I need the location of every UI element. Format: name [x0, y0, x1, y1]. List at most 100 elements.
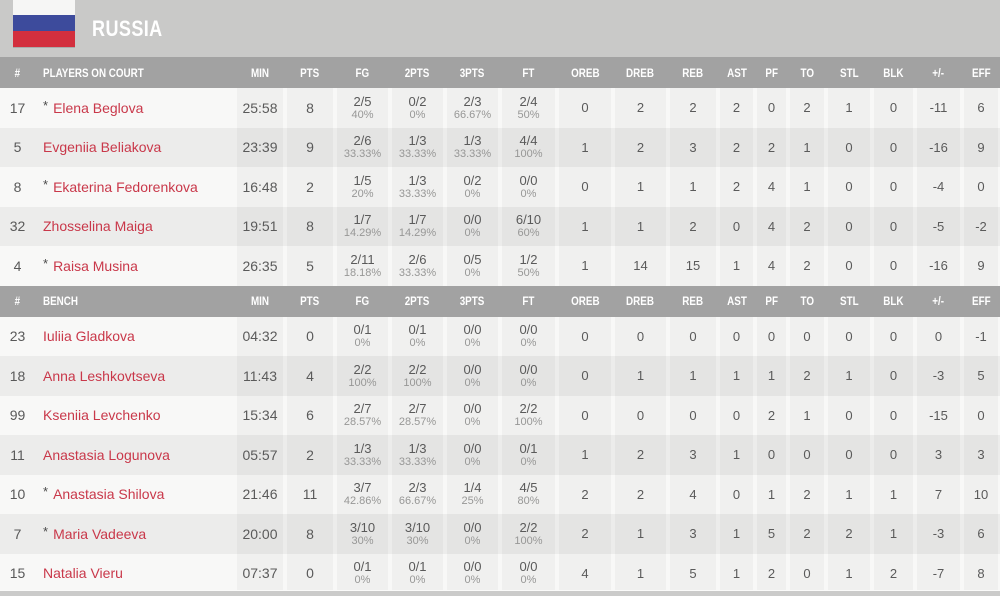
col-header-fg: FG — [335, 57, 390, 88]
stat-p3: 0/0 0% — [445, 554, 500, 594]
stat-dreb: 2 — [613, 475, 668, 515]
stat-oreb: 0 — [557, 396, 613, 436]
stat-p3: 0/0 0% — [445, 356, 500, 396]
player-name-link[interactable]: Kseniia Levchenko — [43, 407, 161, 424]
stat-fg: 2/2 100% — [335, 356, 390, 396]
stat-pts: 0 — [285, 317, 335, 357]
shooting-percentage: 0% — [354, 574, 371, 587]
player-name-link[interactable]: Raisa Musina — [53, 257, 138, 274]
col-header-label: PLAYERS ON COURT — [43, 65, 144, 80]
made-attempted: 0/1 — [408, 559, 427, 575]
stat-p3: 0/0 0% — [445, 396, 500, 436]
col-header-dreb: DREB — [613, 286, 668, 317]
player-name-link[interactable]: Anastasia Logunova — [43, 446, 170, 463]
stat-ft: 2/2 100% — [500, 514, 557, 554]
stat-to: 2 — [788, 88, 826, 128]
shooting-percentage: 14.29% — [343, 227, 382, 240]
stat-pm: -16 — [915, 246, 962, 286]
col-header-to: TO — [788, 286, 826, 317]
stat-ft: 4/4 100% — [500, 128, 557, 168]
col-header-pf: PF — [755, 57, 788, 88]
player-name-cell: Evgeniia Beliakova — [35, 128, 235, 168]
stat-blk: 0 — [872, 128, 915, 168]
col-header-label: OREB — [570, 294, 600, 308]
player-name-link[interactable]: Anastasia Shilova — [53, 486, 165, 503]
col-header-hash: # — [0, 57, 35, 88]
made-attempted: 0/0 — [463, 361, 482, 377]
col-header-label: FG — [355, 65, 370, 80]
made-attempted: 1/3 — [408, 172, 427, 188]
made-attempted: 0/0 — [463, 212, 482, 228]
player-name-link[interactable]: Ekaterina Fedorenkova — [53, 178, 198, 195]
stat-stl: 0 — [826, 396, 872, 436]
stat-pm: -7 — [915, 554, 962, 594]
made-attempted: 0/1 — [353, 322, 372, 338]
shooting-percentage: 0% — [520, 376, 537, 389]
stat-to: 2 — [788, 514, 826, 554]
col-header-blk: BLK — [872, 286, 915, 317]
player-name-link[interactable]: Iuliia Gladkova — [43, 328, 135, 345]
stat-pts: 4 — [285, 356, 335, 396]
shooting-percentage: 33.33% — [398, 187, 437, 200]
shooting-percentage: 0% — [520, 187, 537, 200]
made-attempted: 2/3 — [463, 93, 482, 109]
stat-to: 1 — [788, 167, 826, 207]
stat-pts: 0 — [285, 554, 335, 594]
stat-reb: 15 — [668, 246, 718, 286]
made-attempted: 1/3 — [463, 133, 482, 149]
player-name-link[interactable]: Evgeniia Beliakova — [43, 139, 162, 156]
player-name-cell: Kseniia Levchenko — [35, 396, 235, 436]
player-name-link[interactable]: Natalia Vieru — [43, 565, 123, 582]
stat-to: 2 — [788, 246, 826, 286]
shooting-percentage: 33.33% — [398, 266, 437, 279]
stat-stl: 1 — [826, 554, 872, 594]
made-attempted: 4/4 — [519, 133, 538, 149]
col-header-label: 3PTS — [460, 65, 485, 80]
shooting-percentage: 28.57% — [398, 416, 437, 429]
stat-p2: 2/7 28.57% — [390, 396, 445, 436]
made-attempted: 1/7 — [408, 212, 427, 228]
shooting-percentage: 0% — [354, 337, 371, 350]
made-attempted: 2/7 — [408, 401, 427, 417]
team-header: RUSSIA — [0, 0, 1000, 57]
made-attempted: 1/2 — [519, 251, 538, 267]
stat-oreb: 0 — [557, 167, 613, 207]
col-header-reb: REB — [668, 57, 718, 88]
shooting-percentage: 0% — [464, 337, 481, 350]
stat-eff: -2 — [962, 207, 1000, 247]
stat-pts: 8 — [285, 514, 335, 554]
col-header-label: PTS — [300, 65, 320, 80]
col-header-label: DREB — [626, 294, 655, 308]
player-row: 15 Natalia Vieru 07:37 0 0/1 0% 0/1 0% 0/0 0% 0/0 0… — [0, 553, 1000, 594]
stat-oreb: 1 — [557, 246, 613, 286]
col-header-stl: STL — [826, 57, 872, 88]
col-header-label: +/- — [932, 294, 945, 308]
player-name-link[interactable]: Anna Leshkovtseva — [43, 367, 166, 384]
shooting-percentage: 0% — [520, 574, 537, 587]
section-header-on-court: # PLAYERS ON COURT MIN PTS FG 2PTS 3PTS FT OREB D… — [0, 57, 1000, 88]
col-header-pf: PF — [755, 286, 788, 317]
made-attempted: 1/3 — [408, 133, 427, 149]
shooting-percentage: 30% — [351, 534, 374, 547]
stat-pm: -5 — [915, 207, 962, 247]
player-row: 18 Anna Leshkovtseva 11:43 4 2/2 100% 2/2 100% 0… — [0, 356, 1000, 396]
stat-min: 11:43 — [235, 356, 285, 396]
col-header-pts: PTS — [285, 57, 335, 88]
player-name-link[interactable]: Elena Beglova — [53, 99, 144, 116]
stat-p2: 1/3 33.33% — [390, 167, 445, 207]
shooting-percentage: 0% — [520, 337, 537, 350]
stat-ast: 0 — [718, 396, 755, 436]
stat-eff: 10 — [962, 475, 1000, 515]
player-name-link[interactable]: Zhosselina Maiga — [43, 218, 153, 235]
stat-p2: 0/1 0% — [390, 554, 445, 594]
shooting-percentage: 33.33% — [343, 455, 382, 468]
col-header-label: FG — [355, 294, 370, 308]
player-name-cell: * Elena Beglova — [35, 88, 235, 128]
made-attempted: 0/2 — [408, 93, 427, 109]
col-header-label: DREB — [626, 65, 655, 80]
stat-fg: 3/7 42.86% — [335, 475, 390, 515]
stat-ast: 1 — [718, 514, 755, 554]
player-name-cell: Iuliia Gladkova — [35, 317, 235, 357]
starter-mark: * — [43, 176, 49, 192]
player-name-link[interactable]: Maria Vadeeva — [53, 525, 147, 542]
